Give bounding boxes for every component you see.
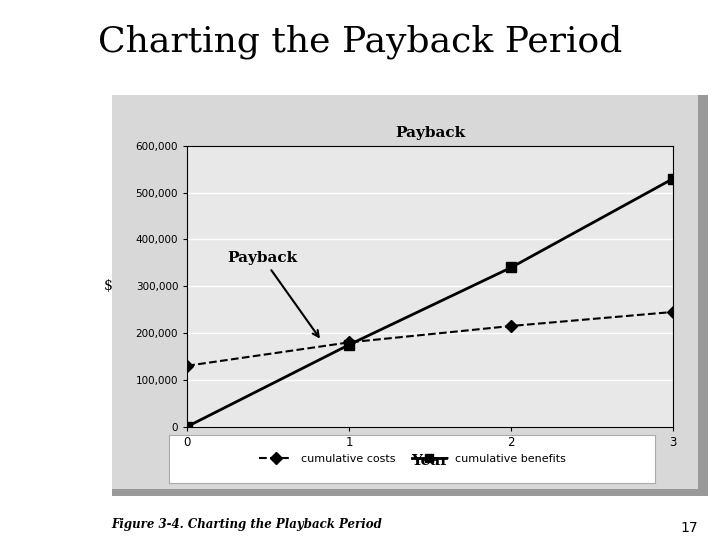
Text: Figure 3-4. Charting the Playback Period: Figure 3-4. Charting the Playback Period [112, 518, 382, 531]
Text: 17: 17 [681, 521, 698, 535]
Text: Payback: Payback [228, 251, 319, 337]
Text: Charting the Payback Period: Charting the Payback Period [98, 24, 622, 59]
Y-axis label: $: $ [104, 279, 112, 293]
X-axis label: Year: Year [412, 454, 449, 468]
Legend: cumulative costs, cumulative benefits: cumulative costs, cumulative benefits [254, 450, 570, 468]
Title: Payback: Payback [395, 126, 465, 140]
